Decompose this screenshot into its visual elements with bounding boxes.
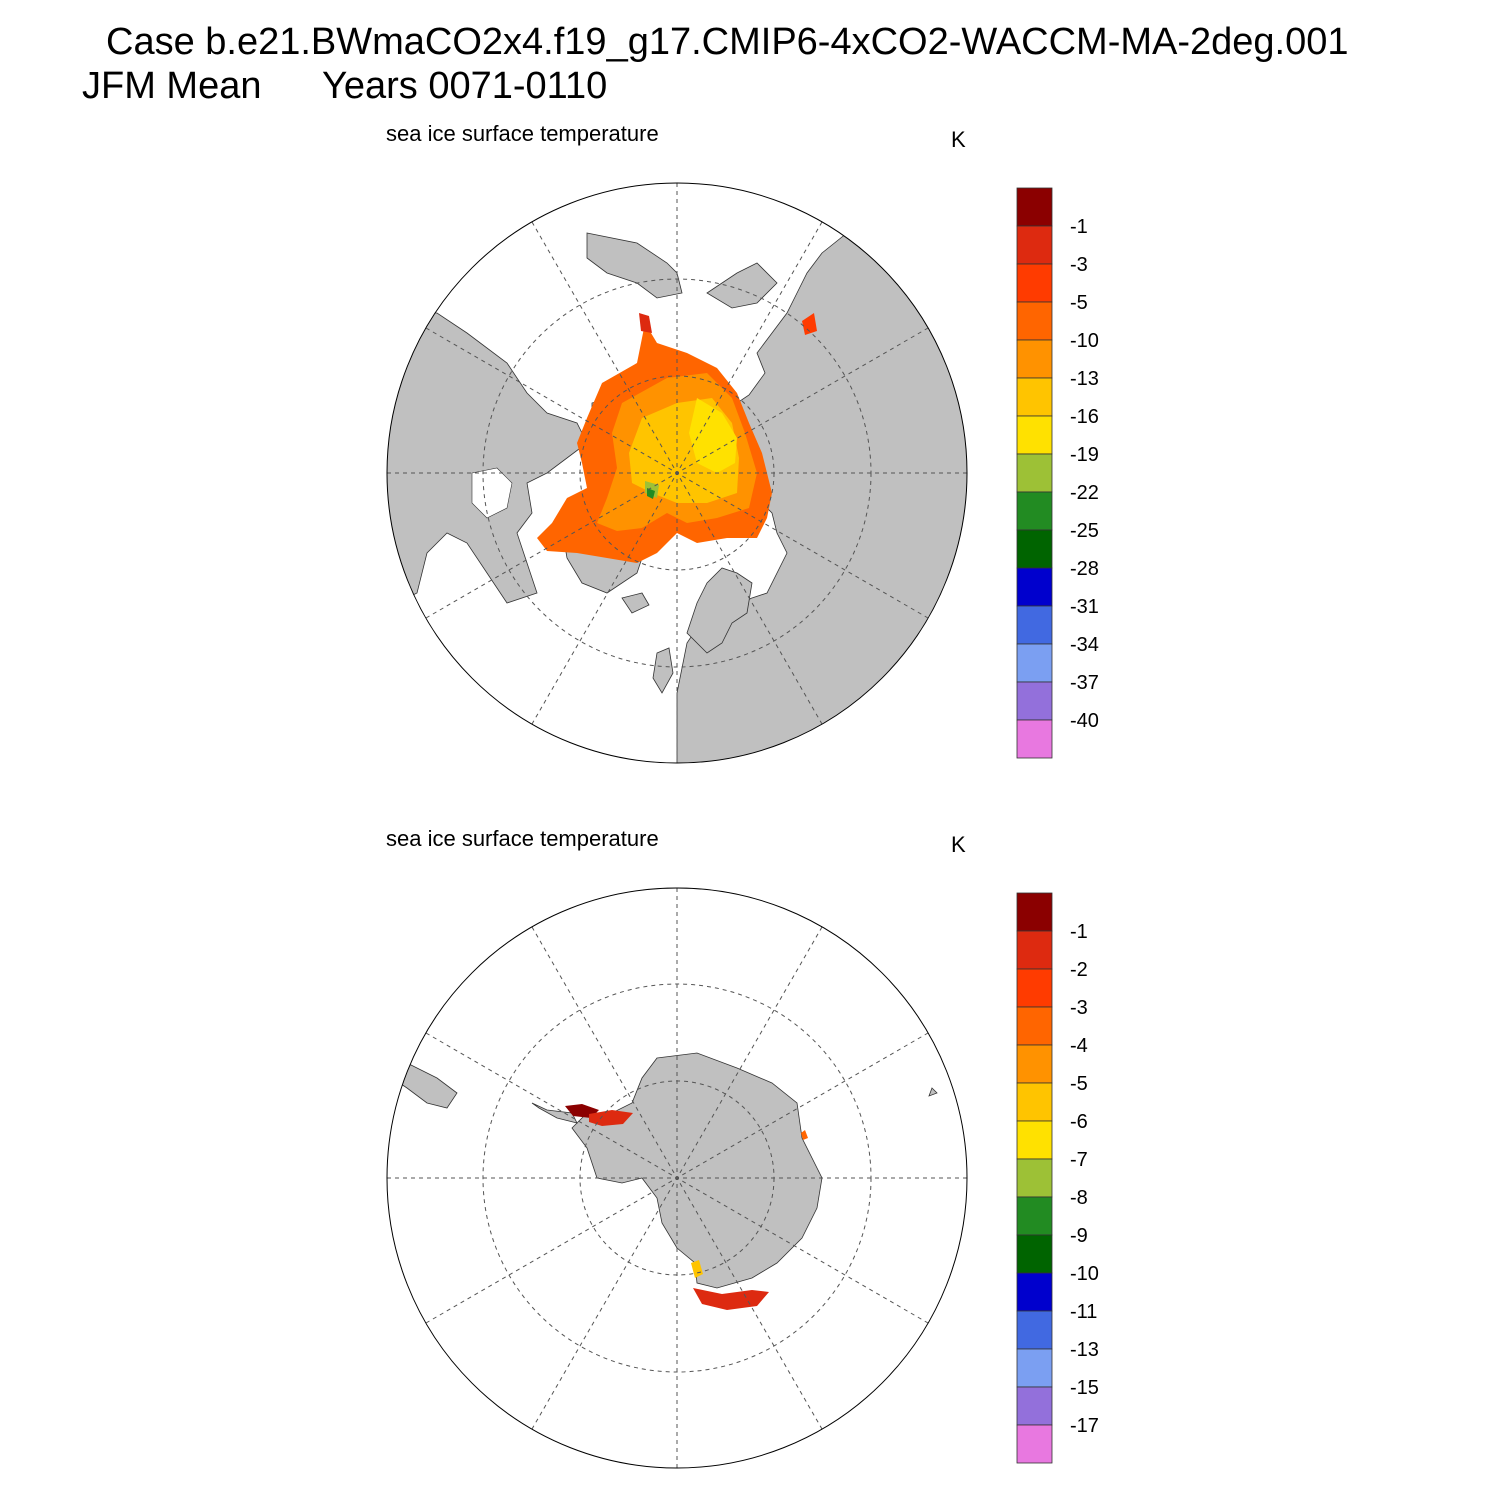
colorbar-tick-label: -13 (1070, 368, 1099, 390)
colorbar-swatch (1016, 415, 1053, 455)
colorbar-swatch (1016, 529, 1053, 569)
colorbar-swatch (1016, 301, 1053, 341)
south-colorbar: -1 -2 -3 -4 -5 -6 -7 -8 -9 -10 -11 -13 -15 -17 (1016, 892, 1099, 1464)
colorbar-tick-label: -19 (1070, 444, 1099, 466)
colorbar-tick-label: -5 (1070, 1073, 1088, 1095)
colorbar-tick-label: -31 (1070, 596, 1099, 618)
colorbar-tick-label: -3 (1070, 254, 1088, 276)
colorbar-swatch (1016, 719, 1053, 759)
north-graticule (387, 183, 967, 763)
north-polar-map (386, 182, 968, 764)
colorbar-tick-label: -25 (1070, 520, 1099, 542)
south-polar-map (386, 887, 968, 1469)
colorbar-tick-label: -16 (1070, 406, 1099, 428)
north-sea-ice-field (537, 313, 817, 563)
colorbar-swatch (1016, 1158, 1053, 1198)
years-label: Years 0071-0110 (322, 65, 608, 107)
colorbar-tick-label: -28 (1070, 558, 1099, 580)
colorbar-tick-label: -4 (1070, 1035, 1088, 1057)
colorbar-swatch (1016, 1234, 1053, 1274)
colorbar-tick-label: -8 (1070, 1187, 1088, 1209)
case-title: Case b.e21.BWmaCO2x4.f19_g17.CMIP6-4xCO2… (106, 21, 1349, 63)
colorbar-swatch (1016, 1272, 1053, 1312)
colorbar-tick-label: -22 (1070, 482, 1099, 504)
colorbar-tick-label: -17 (1070, 1415, 1099, 1437)
colorbar-swatch (1016, 643, 1053, 683)
colorbar-swatch (1016, 1120, 1053, 1160)
colorbar-tick-label: -10 (1070, 330, 1099, 352)
colorbar-swatch (1016, 1006, 1053, 1046)
colorbar-tick-label: -34 (1070, 634, 1099, 656)
colorbar-swatch (1016, 187, 1053, 227)
north-land (387, 232, 967, 763)
colorbar-tick-label: -13 (1070, 1339, 1099, 1361)
colorbar-swatch (1016, 1310, 1053, 1350)
colorbar-swatch (1016, 1386, 1053, 1426)
colorbar-swatch (1016, 1044, 1053, 1084)
north-colorbar: -1 -3 -5 -10 -13 -16 -19 -22 -25 -28 -31 -34 -37 -40 (1016, 187, 1099, 759)
colorbar-swatch (1016, 567, 1053, 607)
north-units-label: K (951, 127, 966, 152)
colorbar-swatch (1016, 892, 1053, 932)
south-panel-title: sea ice surface temperature (386, 826, 659, 851)
south-graticule (387, 888, 967, 1468)
colorbar-tick-label: -1 (1070, 216, 1088, 238)
colorbar-swatch (1016, 491, 1053, 531)
colorbar-swatch (1016, 377, 1053, 417)
colorbar-tick-label: -15 (1070, 1377, 1099, 1399)
colorbar-swatch (1016, 1196, 1053, 1236)
colorbar-tick-label: -40 (1070, 710, 1099, 732)
colorbar-swatch (1016, 263, 1053, 303)
colorbar-swatch (1016, 968, 1053, 1008)
colorbar-swatch (1016, 453, 1053, 493)
colorbar-tick-label: -10 (1070, 1263, 1099, 1285)
colorbar-tick-label: -5 (1070, 292, 1088, 314)
colorbar-swatch (1016, 1348, 1053, 1388)
colorbar-swatch (1016, 681, 1053, 721)
colorbar-swatch (1016, 1424, 1053, 1464)
colorbar-tick-label: -3 (1070, 997, 1088, 1019)
south-units-label: K (951, 832, 966, 857)
north-panel-title: sea ice surface temperature (386, 121, 659, 146)
colorbar-tick-label: -7 (1070, 1149, 1088, 1171)
colorbar-tick-label: -6 (1070, 1111, 1088, 1133)
colorbar-swatch (1016, 1082, 1053, 1122)
colorbar-swatch (1016, 339, 1053, 379)
colorbar-tick-label: -9 (1070, 1225, 1088, 1247)
colorbar-tick-label: -11 (1070, 1301, 1097, 1323)
colorbar-swatch (1016, 930, 1053, 970)
colorbar-swatch (1016, 605, 1053, 645)
colorbar-tick-label: -2 (1070, 959, 1088, 981)
season-label: JFM Mean (82, 65, 262, 107)
colorbar-tick-label: -37 (1070, 672, 1099, 694)
colorbar-swatch (1016, 225, 1053, 265)
colorbar-tick-label: -1 (1070, 921, 1088, 943)
